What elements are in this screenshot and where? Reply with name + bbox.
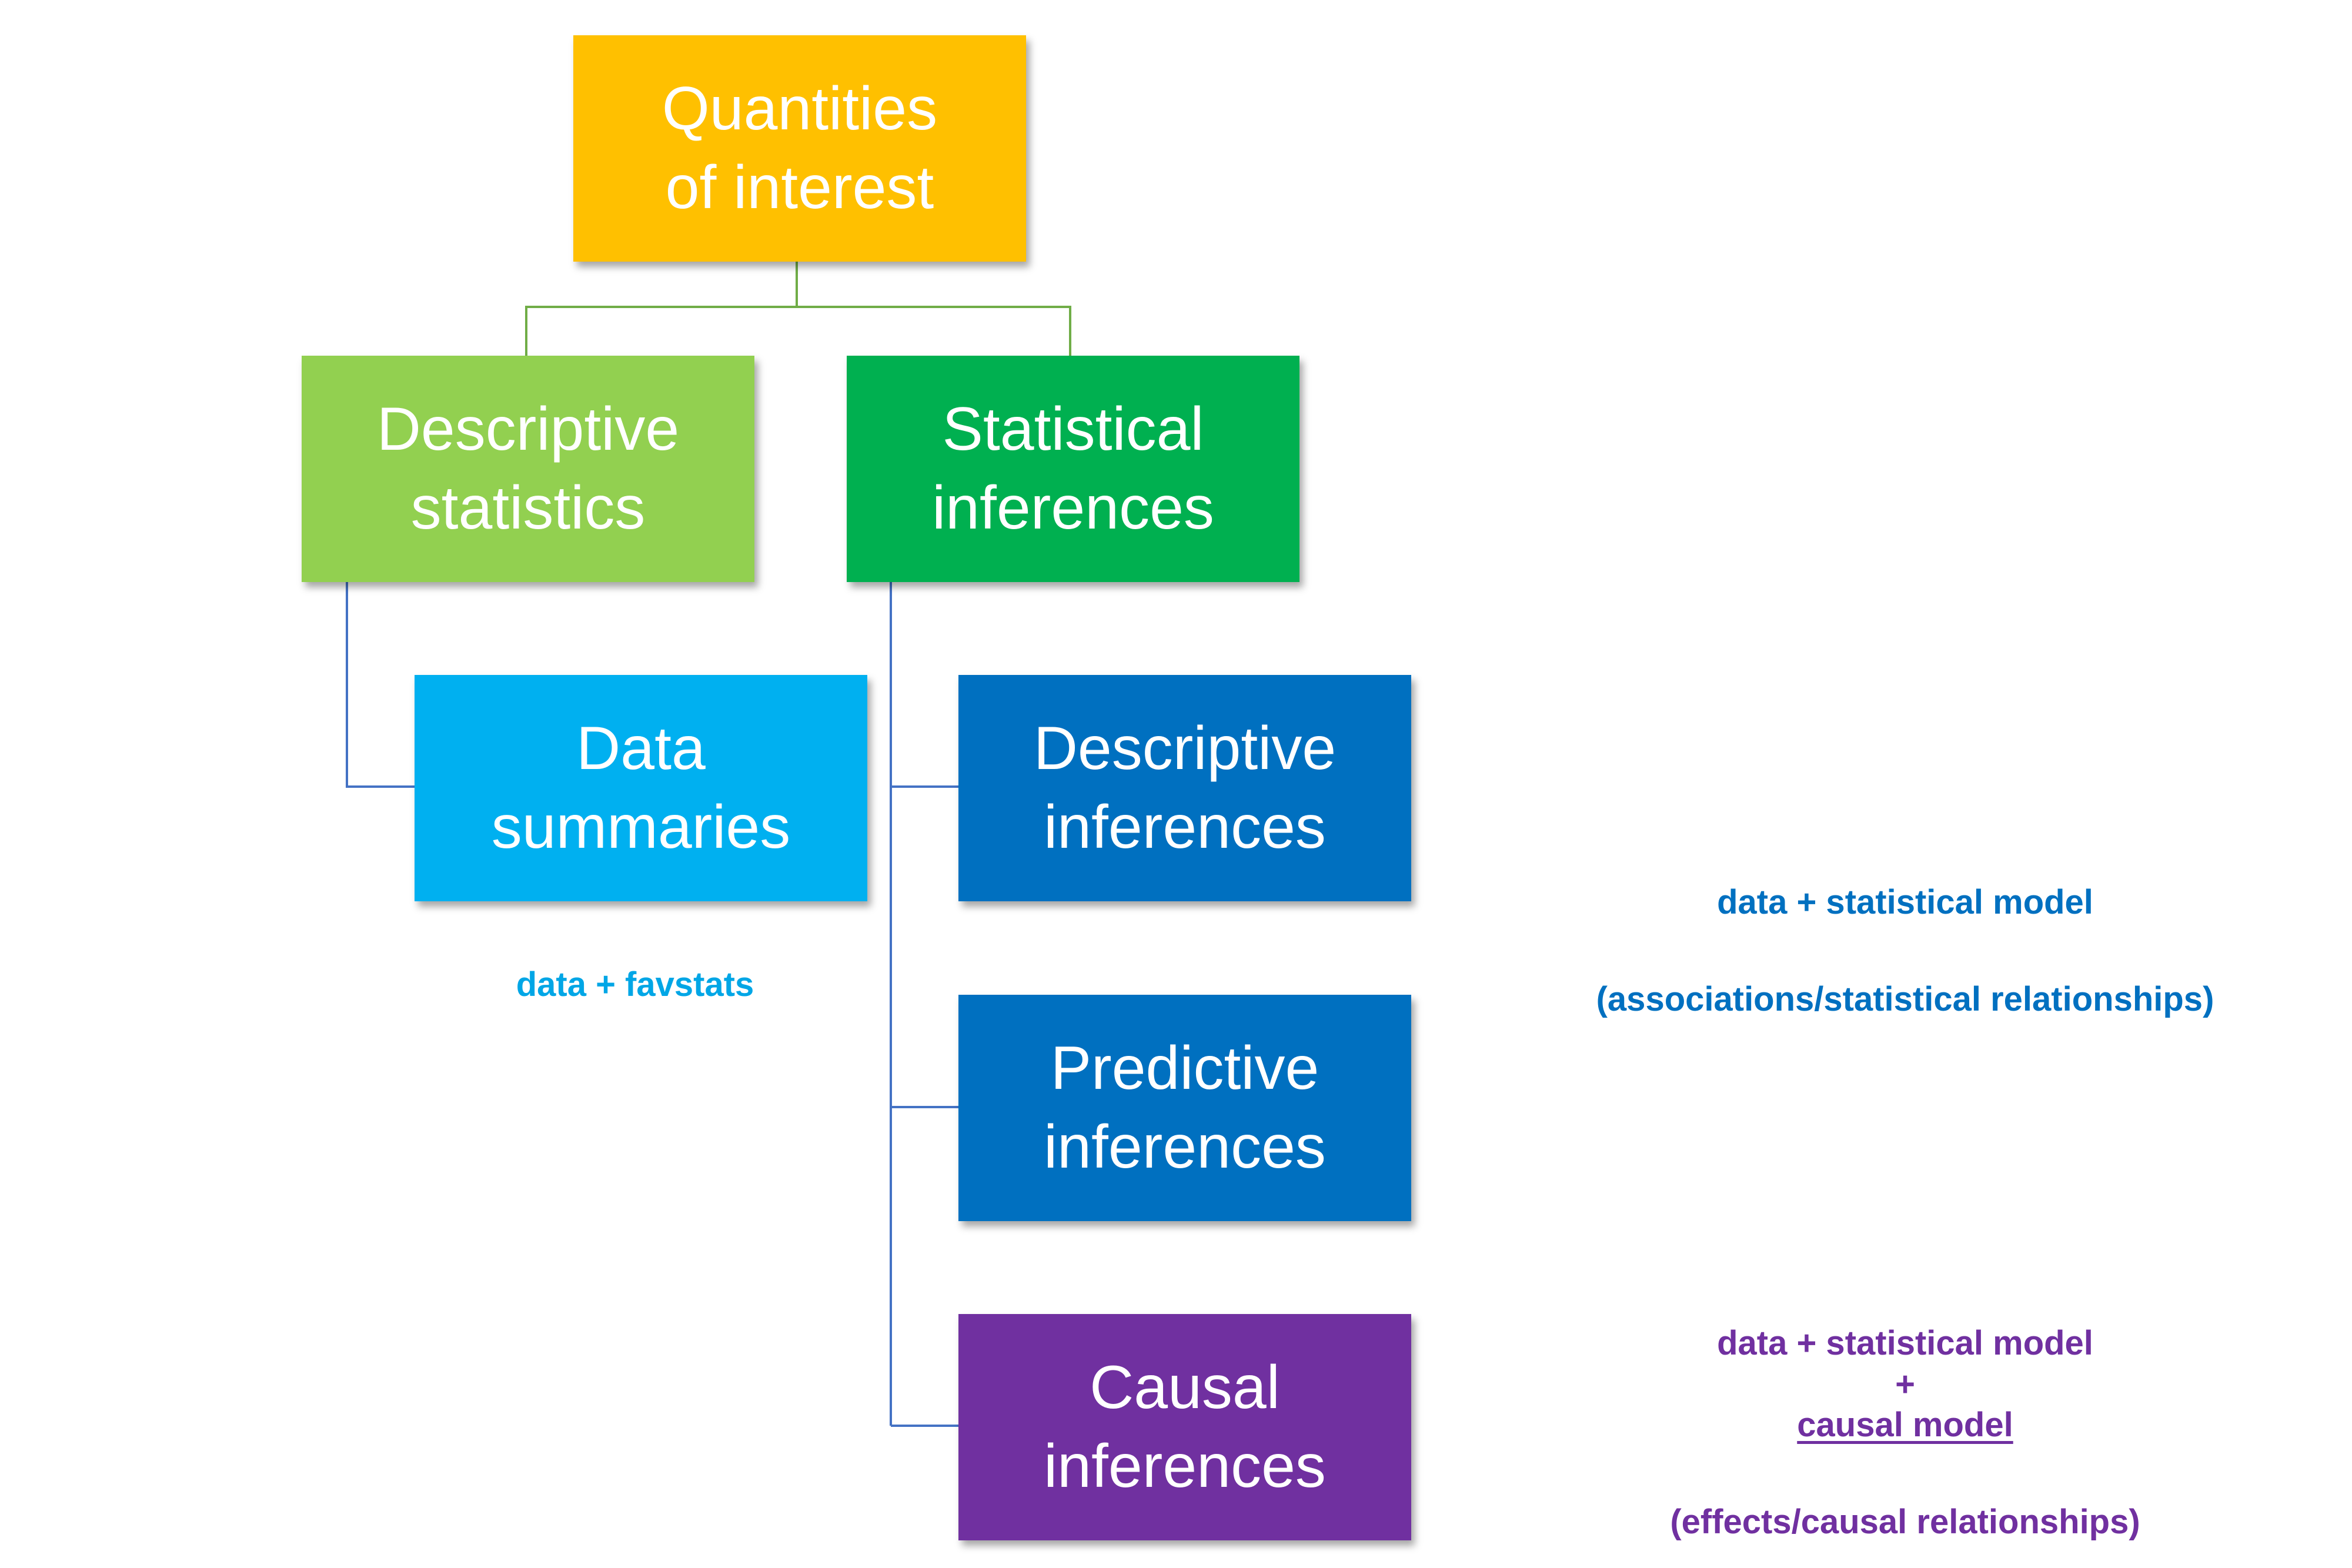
note-causal-model-text: causal model — [1797, 1406, 2013, 1445]
node-descriptive-statistics: Descriptive statistics — [302, 356, 754, 582]
node-label-line: Descriptive — [1033, 714, 1337, 783]
note-causal-plus: + — [1895, 1365, 1915, 1403]
node-label-line: Causal — [1090, 1353, 1280, 1422]
note-favstats: data + favstats — [400, 964, 870, 1005]
node-label-line: summaries — [491, 793, 791, 861]
connector-root-branch — [525, 306, 1071, 356]
node-label-line: Predictive — [1050, 1034, 1319, 1103]
node-descriptive-inferences: Descriptive inferences — [958, 675, 1411, 901]
note-causal-line1: data + statistical model — [1717, 1324, 2093, 1362]
node-label-line: inferences — [1044, 1112, 1326, 1181]
node-label-line: Data — [576, 714, 706, 783]
node-quantities-of-interest: Quantities of interest — [573, 35, 1026, 262]
node-label-line: inferences — [1044, 1432, 1326, 1500]
node-label-line: inferences — [1044, 793, 1326, 861]
node-statistical-inferences: Statistical inferences — [847, 356, 1299, 582]
node-causal-inferences: Causal inferences — [958, 1314, 1411, 1540]
note-effects-text: (effects/causal relationships) — [1670, 1502, 2140, 1541]
note-statistical-model-text: data + statistical model — [1717, 883, 2093, 921]
note-causal-model: data + statistical model + causal model … — [1552, 1323, 2258, 1542]
node-label-line: Quantities — [662, 75, 938, 143]
node-label-line: statistics — [410, 473, 646, 542]
node-label-line: of interest — [665, 153, 934, 222]
note-favstats-text: data + favstats — [516, 965, 754, 1004]
connector-descstats-to-summaries — [346, 582, 415, 788]
node-label-line: inferences — [932, 473, 1214, 542]
node-predictive-inferences: Predictive inferences — [958, 995, 1411, 1221]
node-label-line: Statistical — [942, 395, 1204, 464]
note-spacer — [1552, 923, 2258, 979]
node-label-line: Descriptive — [376, 395, 680, 464]
note-statistical-model: data + statistical model (associations/s… — [1552, 882, 2258, 1019]
note-spacer — [1552, 1446, 2258, 1502]
note-associations-text: (associations/statistical relationships) — [1596, 979, 2214, 1018]
node-data-summaries: Data summaries — [415, 675, 867, 901]
